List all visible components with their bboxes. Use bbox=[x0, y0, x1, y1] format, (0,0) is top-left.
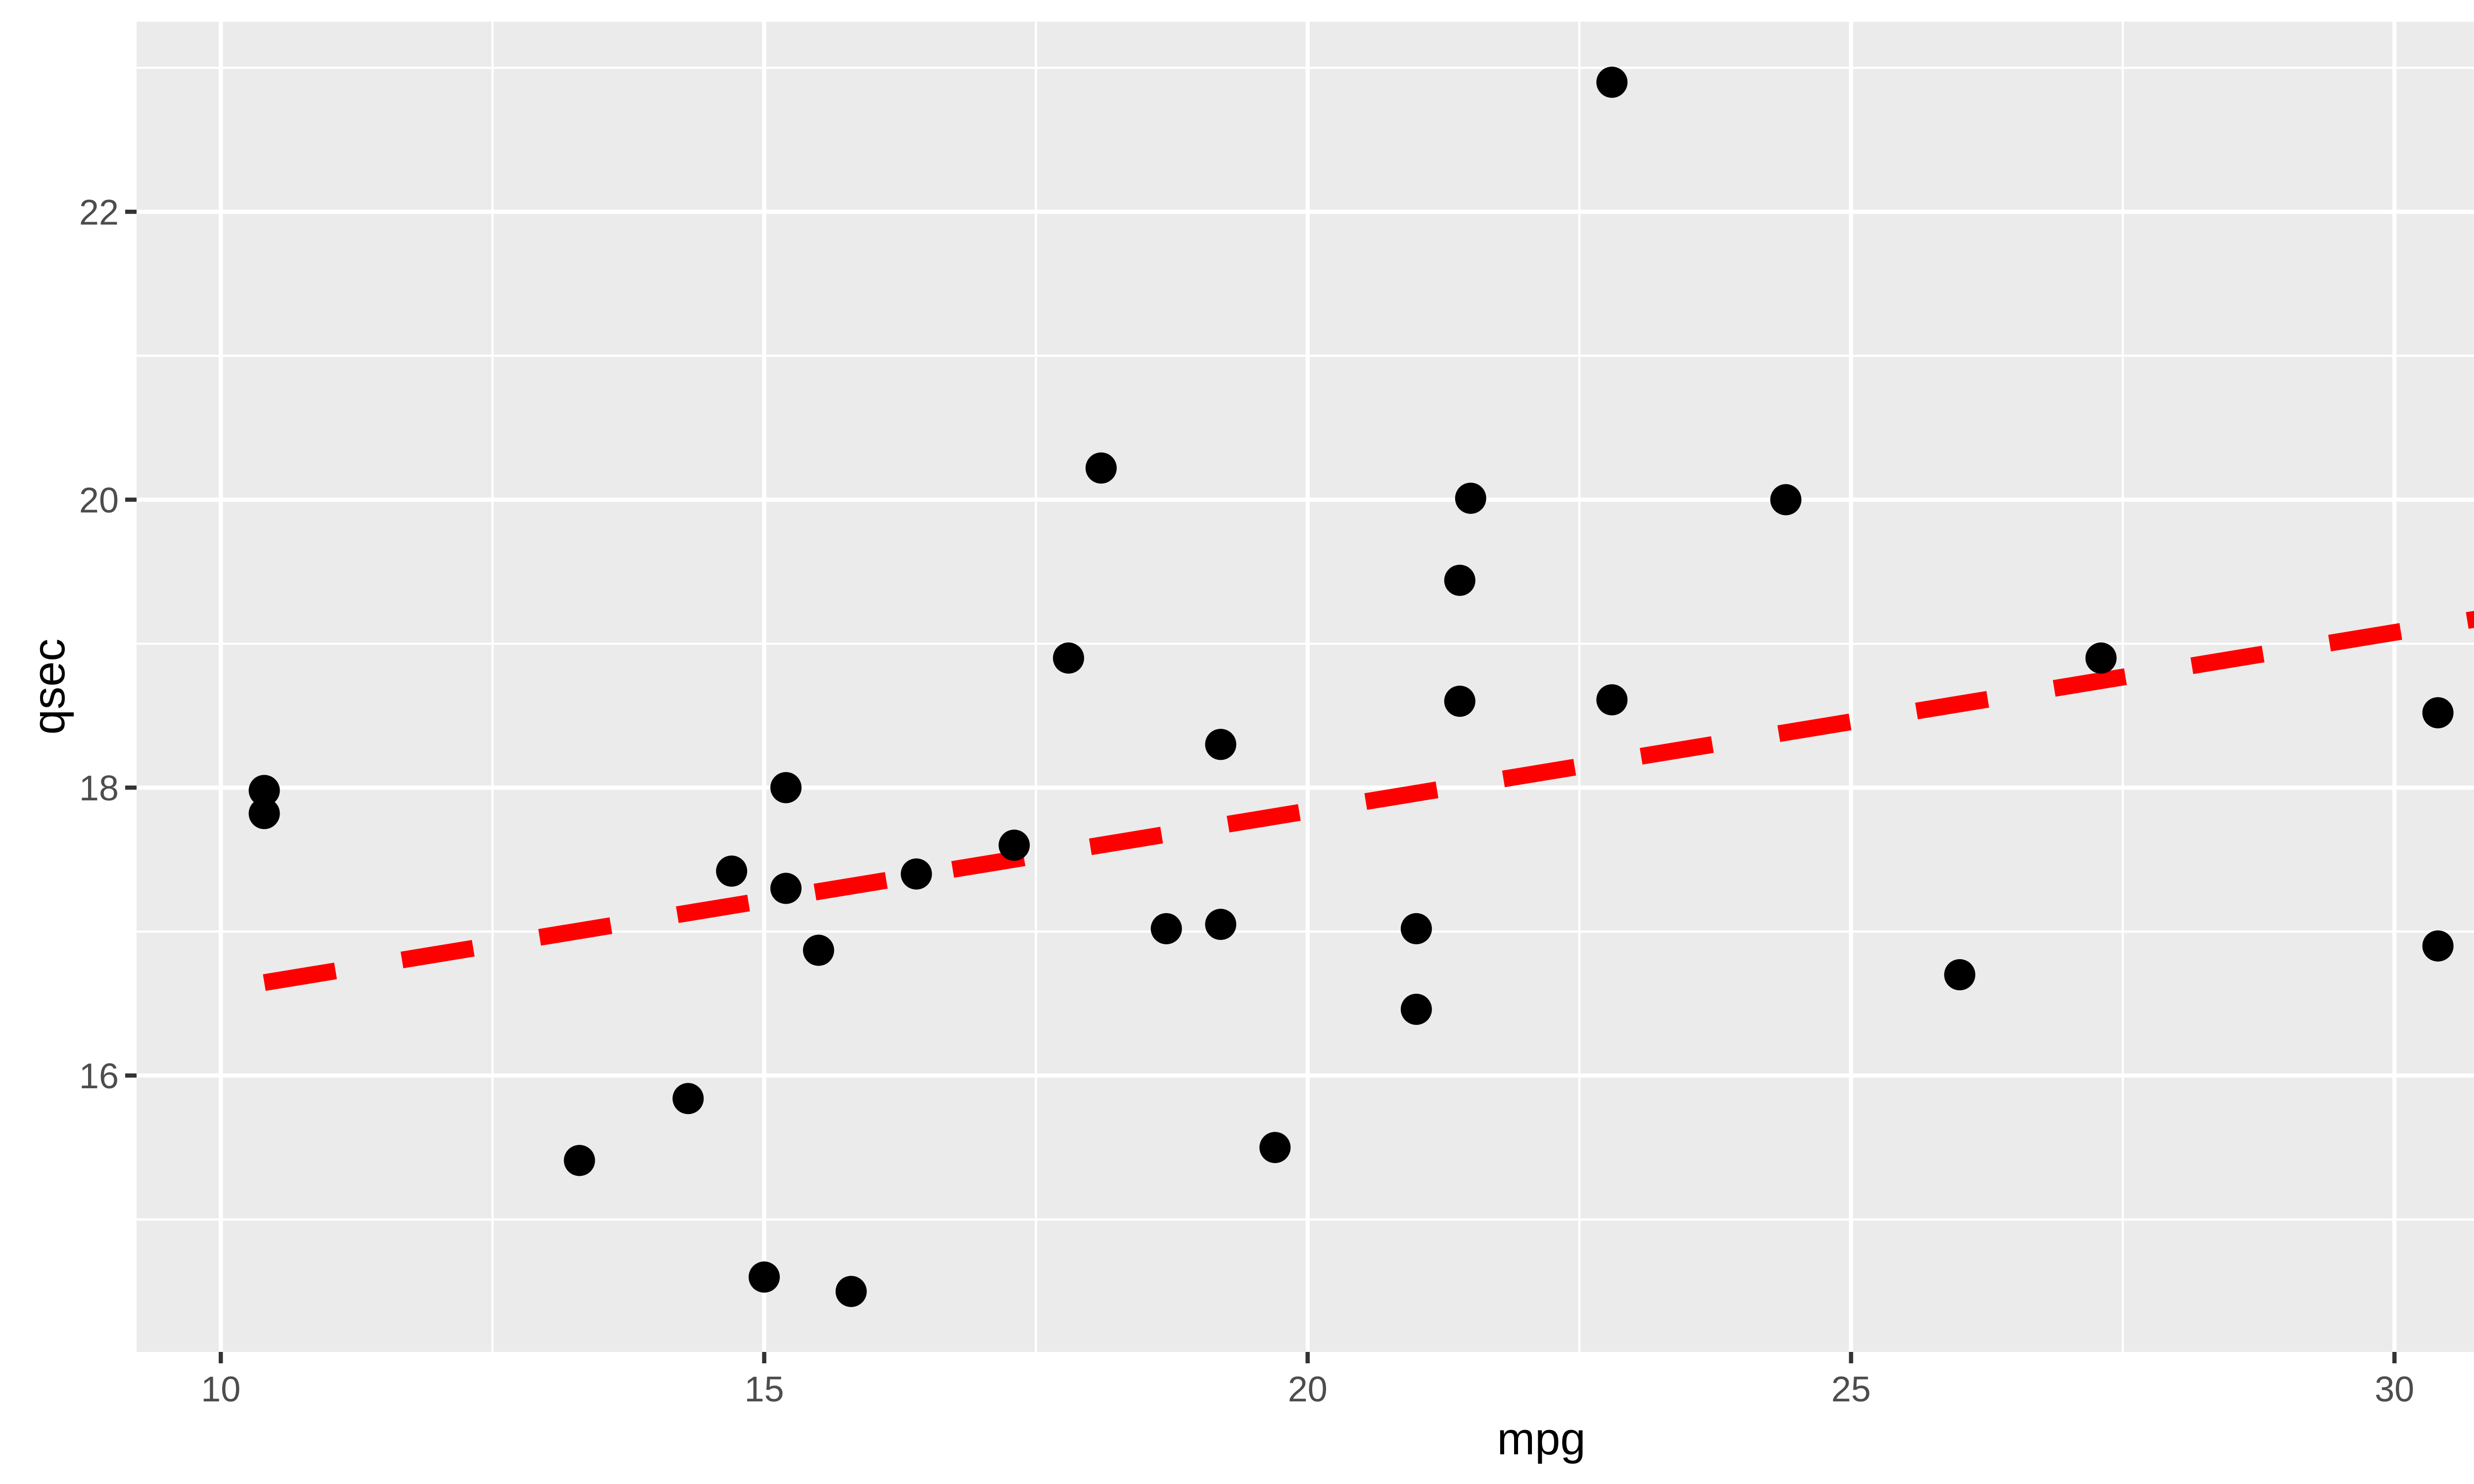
data-point bbox=[2422, 930, 2454, 962]
data-point bbox=[1085, 452, 1117, 484]
data-point bbox=[803, 934, 834, 966]
data-point bbox=[2085, 642, 2117, 674]
trend-line-layer bbox=[263, 610, 2474, 991]
data-point bbox=[1205, 909, 1237, 940]
data-point bbox=[999, 830, 1030, 861]
data-point bbox=[1400, 913, 1432, 944]
x-tick-label: 15 bbox=[744, 1370, 784, 1409]
data-point bbox=[901, 858, 932, 890]
data-point bbox=[1150, 913, 1182, 944]
y-axis-title: qsec bbox=[24, 639, 74, 735]
major-gridlines bbox=[137, 22, 2474, 1352]
data-point bbox=[770, 772, 802, 803]
data-point bbox=[1596, 66, 1628, 98]
data-point bbox=[248, 798, 280, 830]
data-point bbox=[1400, 993, 1432, 1025]
data-point bbox=[1770, 484, 1802, 515]
data-point bbox=[716, 855, 748, 887]
x-tick-label: 20 bbox=[1288, 1370, 1328, 1409]
axis-tick-marks bbox=[125, 209, 2397, 1363]
data-point bbox=[1259, 1132, 1291, 1163]
data-point bbox=[1944, 959, 1976, 991]
x-tick-label: 10 bbox=[201, 1370, 240, 1409]
data-point bbox=[748, 1261, 780, 1293]
x-tick-label: 25 bbox=[1831, 1370, 1871, 1409]
minor-gridlines bbox=[137, 22, 2474, 1352]
x-tick-label: 30 bbox=[2375, 1370, 2414, 1409]
data-point bbox=[1205, 729, 1237, 760]
trend-line bbox=[263, 610, 2474, 991]
y-tick-label: 22 bbox=[79, 193, 119, 232]
y-tick-label: 16 bbox=[79, 1057, 119, 1096]
data-point bbox=[1596, 684, 1628, 716]
data-point bbox=[770, 873, 802, 904]
y-tick-label: 20 bbox=[79, 481, 119, 520]
data-point bbox=[1455, 482, 1486, 514]
y-tick-label: 18 bbox=[79, 769, 119, 808]
scatter-points-layer bbox=[248, 66, 2454, 1307]
data-point bbox=[1444, 686, 1475, 717]
axis-tick-labels: 10152025303516182022 bbox=[79, 193, 2414, 1409]
data-point bbox=[1053, 642, 1085, 674]
x-axis-title: mpg bbox=[1497, 1414, 1586, 1464]
data-point bbox=[564, 1145, 595, 1176]
data-point bbox=[672, 1083, 704, 1114]
data-point bbox=[835, 1276, 867, 1307]
data-point bbox=[1444, 564, 1475, 596]
data-point bbox=[248, 775, 280, 806]
data-point bbox=[2422, 697, 2454, 729]
